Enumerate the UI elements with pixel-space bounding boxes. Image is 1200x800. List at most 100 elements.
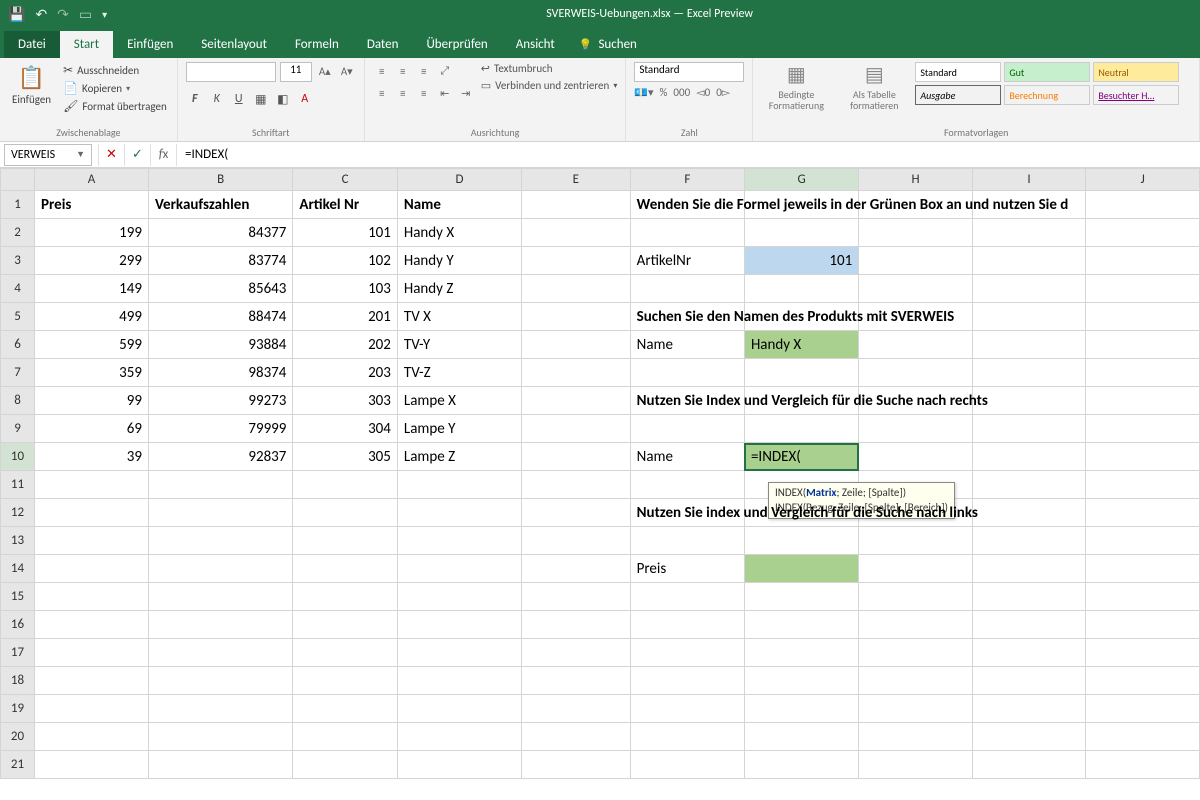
cell-A15[interactable] (35, 583, 149, 611)
cell-C18[interactable] (293, 667, 398, 695)
cell-style-berechnung[interactable]: Berechnung (1004, 85, 1090, 105)
row-header-19[interactable]: 19 (1, 695, 35, 723)
cell-C19[interactable] (293, 695, 398, 723)
name-box-dropdown-icon[interactable]: ▼ (76, 149, 85, 160)
cell-G19[interactable] (744, 695, 858, 723)
row-header-21[interactable]: 21 (1, 751, 35, 779)
cell-C13[interactable] (293, 527, 398, 555)
cell-E10[interactable] (522, 443, 631, 471)
cell-D9[interactable]: Lampe Y (397, 415, 521, 443)
cell-I19[interactable] (972, 695, 1086, 723)
cell-B7[interactable]: 98374 (148, 359, 292, 387)
cell-D19[interactable] (397, 695, 521, 723)
cell-J12[interactable] (1086, 499, 1200, 527)
cell-D7[interactable]: TV-Z (397, 359, 521, 387)
cell-J14[interactable] (1086, 555, 1200, 583)
cell-F12[interactable]: Nutzen Sie index und Vergleich für die S… (630, 499, 744, 527)
cell-F14[interactable]: Preis (630, 555, 744, 583)
cell-E18[interactable] (522, 667, 631, 695)
cell-G15[interactable] (744, 583, 858, 611)
cell-G21[interactable] (744, 751, 858, 779)
cell-style-standard[interactable]: Standard (915, 62, 1001, 82)
cell-styles-gallery[interactable]: Standard Gut Neutral Ausgabe Berechnung … (915, 62, 1179, 105)
cell-G2[interactable] (744, 219, 858, 247)
font-family-select[interactable] (186, 62, 276, 82)
cell-E19[interactable] (522, 695, 631, 723)
tab-insert[interactable]: Einfügen (113, 31, 187, 58)
conditional-formatting-button[interactable]: ▦Bedingte Formatierung (761, 62, 831, 111)
cell-H9[interactable] (859, 415, 973, 443)
cell-I6[interactable] (972, 331, 1086, 359)
cell-F16[interactable] (630, 611, 744, 639)
cell-B4[interactable]: 85643 (148, 275, 292, 303)
cell-D21[interactable] (397, 751, 521, 779)
undo-icon[interactable]: ↶ (35, 6, 47, 23)
cell-C2[interactable]: 101 (293, 219, 398, 247)
percent-button[interactable]: % (660, 86, 668, 99)
cell-A9[interactable]: 69 (35, 415, 149, 443)
cell-I20[interactable] (972, 723, 1086, 751)
cell-J16[interactable] (1086, 611, 1200, 639)
cell-I14[interactable] (972, 555, 1086, 583)
cell-D3[interactable]: Handy Y (397, 247, 521, 275)
cell-I3[interactable] (972, 247, 1086, 275)
cell-B14[interactable] (148, 555, 292, 583)
cell-I13[interactable] (972, 527, 1086, 555)
col-header-E[interactable]: E (522, 169, 631, 191)
italic-button[interactable]: K (208, 92, 226, 110)
cell-style-neutral[interactable]: Neutral (1093, 62, 1179, 82)
cell-J7[interactable] (1086, 359, 1200, 387)
cell-D6[interactable]: TV-Y (397, 331, 521, 359)
cell-E15[interactable] (522, 583, 631, 611)
cell-E21[interactable] (522, 751, 631, 779)
cell-B21[interactable] (148, 751, 292, 779)
cell-C10[interactable]: 305 (293, 443, 398, 471)
thousands-button[interactable]: 000 (673, 86, 690, 99)
cell-G4[interactable] (744, 275, 858, 303)
cell-D2[interactable]: Handy X (397, 219, 521, 247)
align-top-button[interactable]: ≡ (373, 62, 391, 80)
cell-style-gut[interactable]: Gut (1004, 62, 1090, 82)
cell-J15[interactable] (1086, 583, 1200, 611)
col-header-I[interactable]: I (972, 169, 1086, 191)
cell-B11[interactable] (148, 471, 292, 499)
row-header-4[interactable]: 4 (1, 275, 35, 303)
insert-function-button[interactable]: fx (150, 144, 176, 166)
cell-I21[interactable] (972, 751, 1086, 779)
cell-A13[interactable] (35, 527, 149, 555)
cell-I9[interactable] (972, 415, 1086, 443)
fill-color-button[interactable]: ◧ (274, 92, 292, 110)
cell-C11[interactable] (293, 471, 398, 499)
cell-H18[interactable] (859, 667, 973, 695)
cell-H14[interactable] (859, 555, 973, 583)
cell-B20[interactable] (148, 723, 292, 751)
cell-D4[interactable]: Handy Z (397, 275, 521, 303)
cell-G10[interactable]: =INDEX( (744, 443, 858, 471)
shrink-font-button[interactable]: A▾ (338, 63, 356, 81)
cell-E16[interactable] (522, 611, 631, 639)
cell-D15[interactable] (397, 583, 521, 611)
cell-D18[interactable] (397, 667, 521, 695)
redo-icon[interactable]: ↷ (57, 6, 69, 23)
worksheet-grid[interactable]: A B C D E F G H I J 1PreisVerkaufszahlen… (0, 168, 1200, 800)
cell-F2[interactable] (630, 219, 744, 247)
cell-A7[interactable]: 359 (35, 359, 149, 387)
cell-B15[interactable] (148, 583, 292, 611)
cell-I11[interactable] (972, 471, 1086, 499)
grow-font-button[interactable]: A▴ (316, 63, 334, 81)
cell-H6[interactable] (859, 331, 973, 359)
format-as-table-button[interactable]: ▤Als Tabelle formatieren (839, 62, 909, 111)
dec-decimal-button[interactable]: 0▻ (716, 86, 730, 99)
cell-I18[interactable] (972, 667, 1086, 695)
cell-C6[interactable]: 202 (293, 331, 398, 359)
cell-E14[interactable] (522, 555, 631, 583)
cell-C9[interactable]: 304 (293, 415, 398, 443)
cell-F1[interactable]: Wenden Sie die Formel jeweils in der Grü… (630, 191, 744, 219)
cell-A17[interactable] (35, 639, 149, 667)
cell-J1[interactable] (1086, 191, 1200, 219)
cell-J21[interactable] (1086, 751, 1200, 779)
cell-C15[interactable] (293, 583, 398, 611)
cell-G17[interactable] (744, 639, 858, 667)
formula-input[interactable]: =INDEX( (176, 144, 1200, 166)
cell-C17[interactable] (293, 639, 398, 667)
